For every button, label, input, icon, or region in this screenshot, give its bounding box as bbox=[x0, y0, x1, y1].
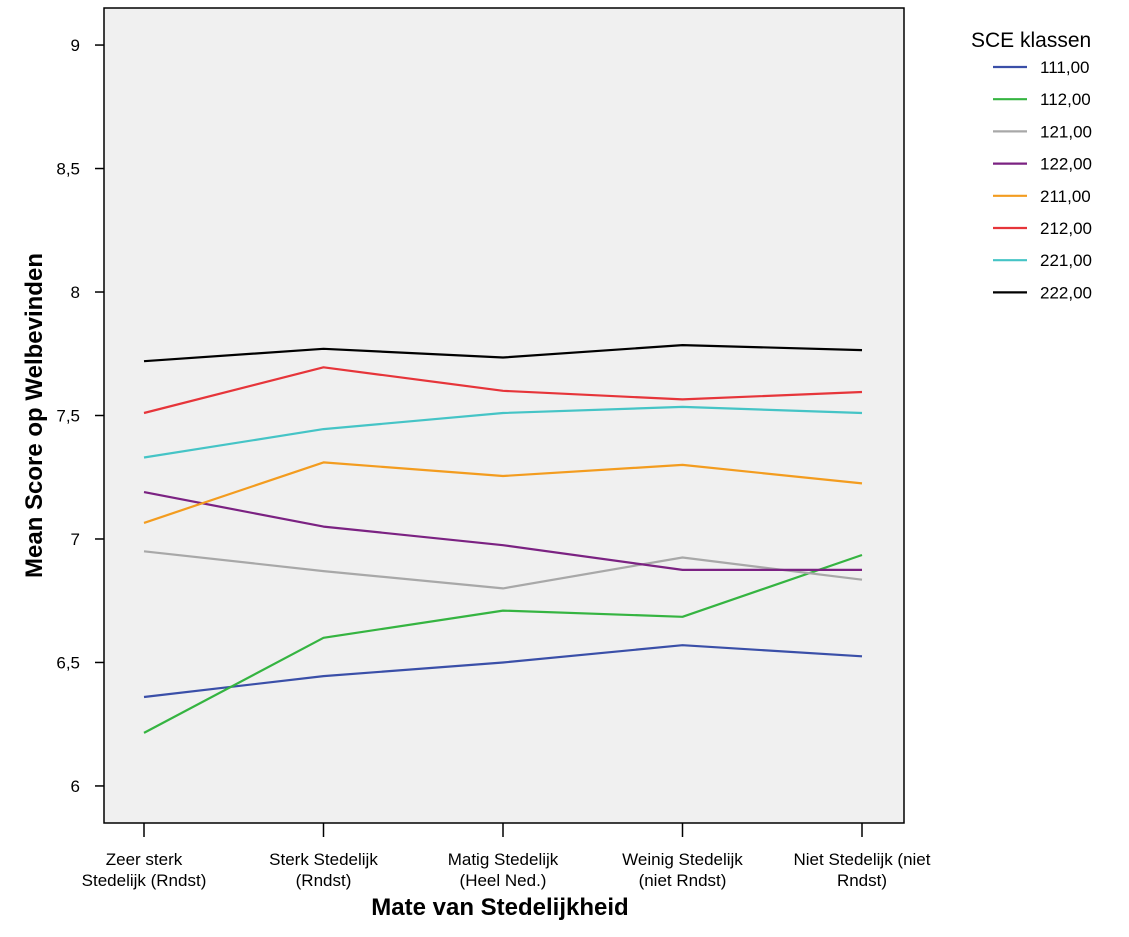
legend-label: 221,00 bbox=[1040, 251, 1092, 270]
y-tick-label: 9 bbox=[71, 36, 80, 55]
legend-label: 121,00 bbox=[1040, 122, 1092, 141]
x-tick-label: Niet Stedelijk (niet Rndst) bbox=[793, 850, 930, 890]
legend-label: 112,00 bbox=[1040, 90, 1091, 109]
series-line-112-00 bbox=[143, 553, 863, 734]
series-line-122-00 bbox=[143, 491, 862, 572]
legend-label: 212,00 bbox=[1040, 219, 1092, 238]
series-lines bbox=[143, 344, 863, 734]
legend-title: SCE klassen bbox=[971, 29, 1091, 52]
y-tick-label: 8,5 bbox=[56, 160, 80, 179]
series-line-222-00 bbox=[143, 344, 863, 363]
series-line-211-00 bbox=[143, 461, 863, 524]
y-tick-label: 6,5 bbox=[56, 653, 80, 672]
legend: SCE klassen 111,00 112,00 121,00 122,00 211,… bbox=[971, 29, 1092, 302]
x-axis: Zeer sterk Stedelijk (Rndst) Sterk Stedeli… bbox=[82, 823, 931, 890]
x-tick-label: Sterk Stedelijk (Rndst) bbox=[269, 850, 378, 890]
x-tick-label: Matig Stedelijk (Heel Ned.) bbox=[448, 850, 559, 890]
legend-label: 222,00 bbox=[1040, 283, 1092, 302]
y-tick-label: 6 bbox=[71, 777, 80, 796]
y-tick-label: 7 bbox=[71, 530, 80, 549]
y-tick-label: 7,5 bbox=[56, 407, 80, 426]
x-tick-label: Weinig Stedelijk (niet Rndst) bbox=[622, 850, 743, 890]
y-axis-title: Mean Score op Welbevinden bbox=[21, 253, 48, 578]
legend-label: 122,00 bbox=[1040, 155, 1092, 174]
x-axis-title: Mate van Stedelijkheid bbox=[371, 894, 628, 921]
plot-area bbox=[103, 7, 905, 824]
series-line-111-00 bbox=[143, 644, 863, 699]
series-line-121-00 bbox=[143, 550, 863, 590]
y-tick-label: 8 bbox=[71, 283, 80, 302]
x-tick-label: Zeer sterk Stedelijk (Rndst) bbox=[82, 850, 207, 890]
legend-label: 111,00 bbox=[1040, 58, 1089, 77]
legend-label: 211,00 bbox=[1040, 187, 1091, 206]
series-line-221-00 bbox=[143, 405, 863, 459]
y-axis: 6 6,5 7 7,5 8 8,5 9 bbox=[56, 36, 104, 796]
series-line-212-00 bbox=[143, 366, 863, 415]
